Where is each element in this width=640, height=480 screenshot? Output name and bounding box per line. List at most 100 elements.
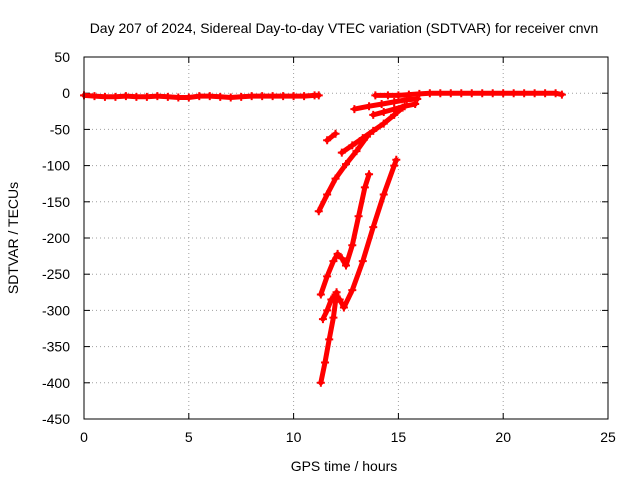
- data-point: [402, 95, 411, 104]
- data-point: [365, 170, 374, 179]
- grid: [84, 57, 608, 419]
- data-point: [247, 92, 256, 101]
- data-point: [325, 335, 334, 344]
- y-tick-label: -250: [42, 266, 70, 282]
- data-point: [377, 100, 386, 109]
- y-tick-label: -350: [42, 339, 70, 355]
- data-point: [142, 92, 151, 101]
- data-point: [488, 89, 497, 98]
- data-point: [390, 105, 399, 114]
- data-point: [390, 97, 399, 106]
- data-point: [323, 272, 332, 281]
- data-point: [478, 89, 487, 98]
- data-point: [520, 89, 529, 98]
- data-point: [394, 91, 403, 100]
- data-point: [557, 90, 566, 99]
- data-point: [436, 89, 445, 98]
- series-pass-8: [316, 288, 341, 387]
- data-point: [121, 92, 130, 101]
- x-axis-label: GPS time / hours: [291, 458, 398, 474]
- data-point: [337, 254, 346, 263]
- data-point: [358, 257, 367, 266]
- y-tick-label: -200: [42, 230, 70, 246]
- y-axis-label: SDTVAR / TECUs: [5, 182, 21, 294]
- x-tick-label: 15: [391, 429, 407, 445]
- data-point: [379, 190, 388, 199]
- data-point: [358, 134, 367, 143]
- x-tick-label: 0: [80, 429, 88, 445]
- data-point: [365, 102, 374, 111]
- data-point: [174, 93, 183, 102]
- data-point: [153, 92, 162, 101]
- data-point: [216, 92, 225, 101]
- data-point: [348, 141, 357, 150]
- data-point: [379, 108, 388, 117]
- y-tick-label: -100: [42, 158, 70, 174]
- data-point: [551, 89, 560, 98]
- data-point: [90, 92, 99, 101]
- data-point: [348, 286, 357, 295]
- data-point: [132, 92, 141, 101]
- data-point: [411, 100, 420, 109]
- data-point: [352, 147, 361, 156]
- data-point: [268, 92, 277, 101]
- data-point: [318, 315, 327, 324]
- data-point: [331, 297, 340, 306]
- data-point: [111, 92, 120, 101]
- data-point: [350, 105, 359, 114]
- data-point: [371, 91, 380, 100]
- series-line: [316, 134, 370, 214]
- data-point: [339, 303, 348, 312]
- data-point: [369, 223, 378, 232]
- data-point: [184, 93, 193, 102]
- data-point: [333, 249, 342, 258]
- plot-frame: [83, 56, 609, 420]
- data-point: [415, 89, 424, 98]
- data-point: [354, 212, 363, 221]
- series-post-gap-baseline: [371, 89, 566, 100]
- y-tick-label: -50: [50, 121, 70, 137]
- data-point: [332, 288, 341, 297]
- data-point: [457, 89, 466, 98]
- data-point: [316, 378, 325, 387]
- data-point: [360, 183, 369, 192]
- data-point: [329, 313, 338, 322]
- data-point: [300, 92, 309, 101]
- data-point: [163, 92, 172, 101]
- data-point: [329, 257, 338, 266]
- axis-ticks: 0 5 10 15 20 25 50 0 -50 -100 -150 -200 -250 -300 -350…: [42, 49, 616, 445]
- data-point: [289, 92, 298, 101]
- y-tick-label: 50: [54, 49, 70, 65]
- series-pass-7: [318, 155, 401, 324]
- series-pass-3: [350, 94, 422, 114]
- y-tick-label: -150: [42, 194, 70, 210]
- x-tick-label: 20: [495, 429, 511, 445]
- data-point: [467, 89, 476, 98]
- data-point: [323, 136, 332, 145]
- data-point: [400, 102, 409, 111]
- data-point: [369, 126, 378, 135]
- data-point: [392, 155, 401, 164]
- series-pass-4: [369, 100, 420, 119]
- data-point: [331, 129, 340, 138]
- data-point: [331, 174, 340, 183]
- data-point: [369, 110, 378, 119]
- y-tick-label: -300: [42, 302, 70, 318]
- data-point: [390, 161, 399, 170]
- data-point: [413, 94, 422, 103]
- data-point: [541, 89, 550, 98]
- y-tick-label: -450: [42, 411, 70, 427]
- x-tick-label: 25: [600, 429, 616, 445]
- y-tick-label: -400: [42, 375, 70, 391]
- data-point: [237, 92, 246, 101]
- data-point: [530, 89, 539, 98]
- y-tick-label: 0: [62, 85, 70, 101]
- data-point: [509, 89, 518, 98]
- data-point: [348, 241, 357, 250]
- x-tick-label: 5: [185, 429, 193, 445]
- series-line: [324, 131, 338, 143]
- series-pre-gap-baseline: [80, 91, 323, 102]
- chart-title: Day 207 of 2024, Sidereal Day-to-day VTE…: [90, 20, 599, 36]
